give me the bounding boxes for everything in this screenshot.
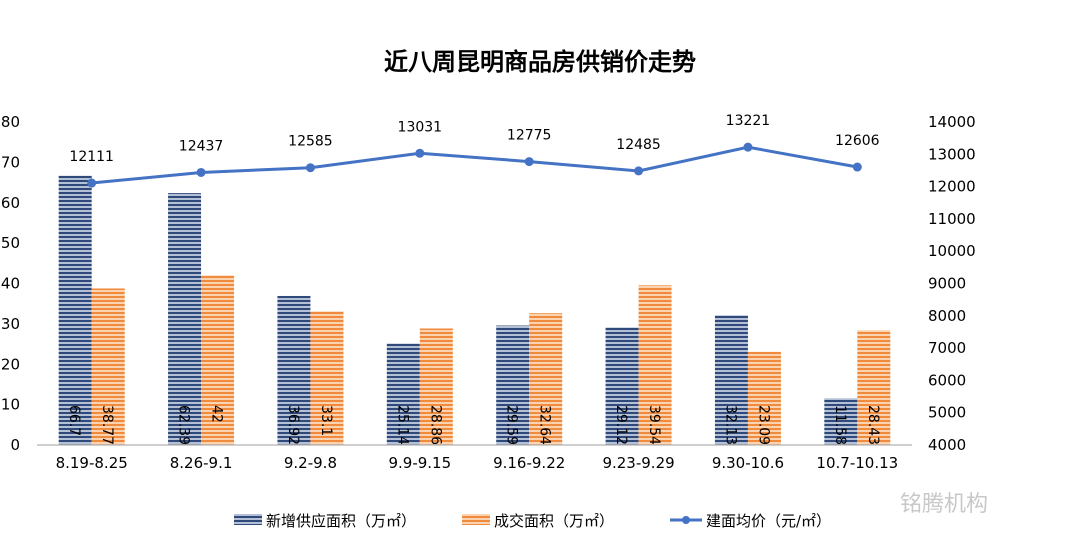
bar-data-label: 32.64 [537,405,553,445]
new-supply-bar [714,315,748,445]
bar-data-label: 29.59 [504,405,520,445]
bar-data-label: 28.43 [865,405,881,445]
bar-data-label: 39.54 [646,405,662,445]
bar-data-label: 62.39 [176,405,192,445]
left-axis-tick: 0 [10,436,20,454]
chart-title: 近八周昆明商品房供销价走势 [384,48,696,76]
right-axis-tick: 5000 [928,404,966,422]
legend-swatch-new-supply [234,514,262,525]
right-axis-tick: 13000 [928,145,976,163]
right-axis-tick: 7000 [928,339,966,357]
right-axis-tick: 12000 [928,178,976,196]
bar-data-label: 29.12 [613,405,629,445]
x-axis-tick: 10.7-10.13 [816,454,898,472]
x-axis-tick: 9.23-9.29 [602,454,674,472]
x-axis-tick: 9.16-9.22 [493,454,565,472]
legend-label-new-supply: 新增供应面积（万㎡） [266,512,416,530]
price-data-label: 13031 [398,119,443,135]
new-supply-bar [496,325,530,445]
left-axis-tick: 50 [1,234,20,252]
legend-label-price: 建面均价（元/㎡） [706,512,831,530]
x-axis-tick: 9.30-10.6 [712,454,784,472]
price-data-label: 12585 [288,134,333,150]
left-axis-tick: 20 [1,355,20,373]
deal-area-bar [857,330,891,445]
right-axis-tick: 14000 [928,113,976,131]
bar-data-label: 25.14 [394,405,410,445]
deal-area-bar [419,328,453,445]
legend-swatch-deal-area [462,514,490,525]
new-supply-bar [168,193,202,445]
price-marker [305,163,315,173]
left-axis-tick: 40 [1,275,20,293]
new-supply-bar [386,343,420,445]
right-axis-tick: 6000 [928,371,966,389]
price-data-label: 12111 [69,149,114,165]
right-axis-tick: 4000 [928,436,966,454]
legend-label-deal-area: 成交面积（万㎡） [494,512,614,530]
new-supply-bar [824,398,858,445]
price-line [91,145,858,185]
x-axis-tick: 9.9-9.15 [388,454,451,472]
bar-data-label: 23.09 [755,405,771,445]
price-marker [196,167,206,177]
price-marker [634,166,644,176]
right-axis-tick: 8000 [928,307,966,325]
new-supply-bar [605,327,639,445]
bar-data-label: 33.1 [318,405,334,436]
price-data-label: 12775 [507,128,552,144]
price-data-label: 13221 [726,113,771,129]
watermark: 铭腾机构 [900,492,989,517]
legend-marker-price [682,516,690,524]
price-marker [743,142,753,152]
price-marker [415,148,425,158]
x-axis-tick: 9.2-9.8 [284,454,337,472]
price-marker [524,157,534,167]
deal-area-bar [529,313,563,445]
x-axis-tick: 8.19-8.25 [56,454,128,472]
left-axis-tick: 80 [1,113,20,131]
left-axis-tick: 30 [1,315,20,333]
deal-area-bar [201,275,235,445]
bar-data-label: 28.86 [427,405,443,445]
right-axis-tick: 11000 [928,210,976,228]
left-axis-tick: 10 [1,396,20,414]
bar-data-label: 66.7 [66,405,82,436]
bar-data-label: 11.58 [832,405,848,445]
new-supply-bar [58,175,92,446]
bar-data-label: 42 [209,405,225,423]
bar-data-label: 32.13 [722,405,738,445]
bar-data-label: 38.77 [99,405,115,445]
deal-area-bar [747,351,781,445]
bar-data-label: 36.92 [285,405,301,445]
right-axis-tick: 10000 [928,242,976,260]
deal-area-bar [310,311,344,445]
deal-area-bar [91,288,125,445]
left-axis-tick: 60 [1,194,20,212]
left-axis-tick: 70 [1,153,20,171]
right-axis-tick: 9000 [928,275,966,293]
price-marker [87,178,97,188]
price-data-label: 12437 [179,138,224,154]
price-data-label: 12606 [835,133,880,149]
price-marker [852,162,862,172]
new-supply-bar [277,295,311,445]
x-axis-tick: 8.26-9.1 [170,454,233,472]
deal-area-bar [638,285,672,445]
price-data-label: 12485 [616,137,661,153]
